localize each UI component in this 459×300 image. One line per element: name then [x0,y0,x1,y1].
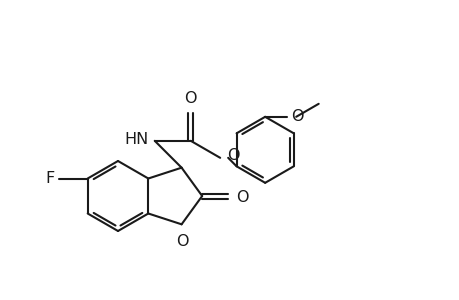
Text: F: F [45,171,55,186]
Text: O: O [291,109,303,124]
Text: O: O [227,148,239,163]
Text: HN: HN [124,132,148,147]
Text: O: O [176,234,189,249]
Text: O: O [184,91,196,106]
Text: O: O [235,190,248,205]
